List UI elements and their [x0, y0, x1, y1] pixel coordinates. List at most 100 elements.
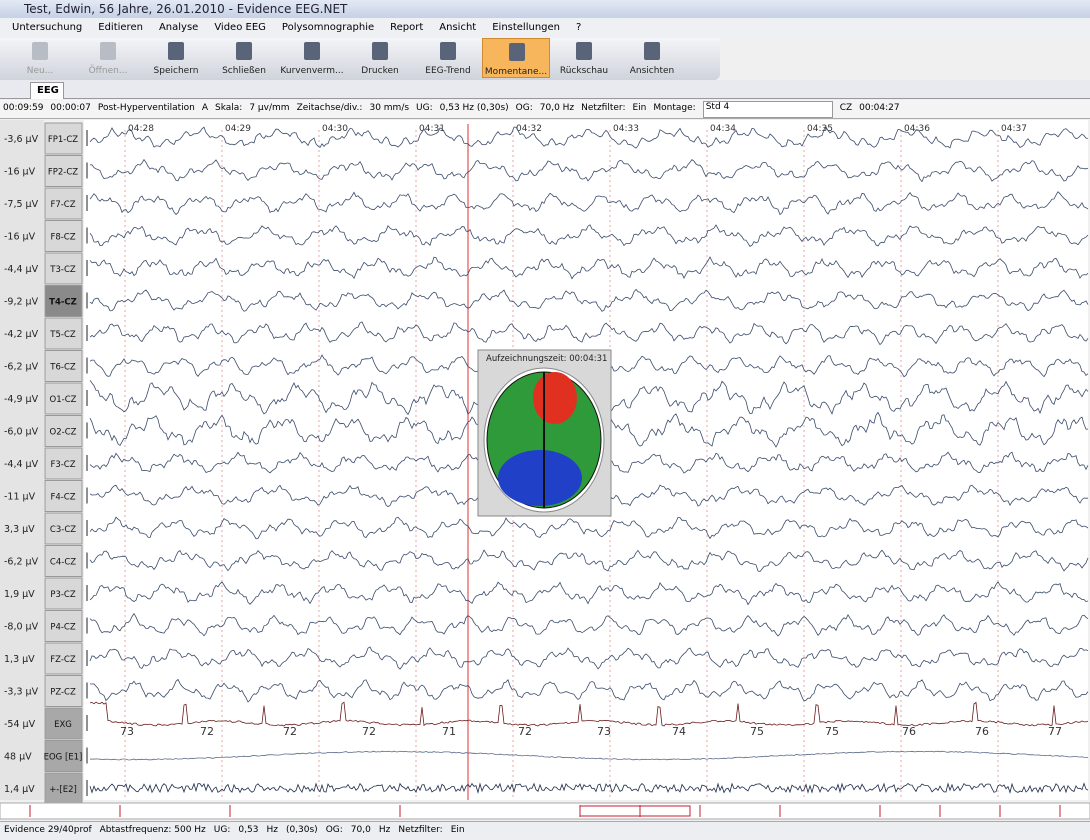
- channel-label-box: [44, 122, 83, 155]
- menu-item[interactable]: Untersuchung: [12, 22, 83, 33]
- menu-item[interactable]: Analyse: [158, 22, 199, 33]
- offset-column: [0, 120, 44, 800]
- control-field[interactable]: CZ: [839, 103, 853, 113]
- control-field[interactable]: OG:: [515, 103, 533, 113]
- toolbar-button[interactable]: EEG-Trend: [414, 38, 482, 78]
- control-bar: 00:09:59 00:00:07 Post-Hyperventilation A Sk…: [0, 100, 1090, 119]
- menu-item[interactable]: ?: [576, 22, 582, 33]
- waveform: [89, 678, 1089, 703]
- time-label: 04:34: [710, 124, 736, 134]
- waveform: [89, 701, 1089, 727]
- time-label: 04:37: [1001, 124, 1027, 134]
- waveform: [89, 158, 1089, 183]
- waveform: [89, 612, 1089, 637]
- channel-offset: -3,6 µV: [4, 134, 39, 145]
- toolbar-button[interactable]: Ansichten: [618, 38, 686, 78]
- control-field[interactable]: 0,53 Hz (0,30s): [439, 103, 509, 113]
- toolbar-button[interactable]: Rückschau: [550, 38, 618, 78]
- toolbar: Neu... Öffnen... Speichern Schließen Kurvenv…: [0, 38, 720, 80]
- channel-label: T6-CZ: [49, 363, 76, 373]
- heart-rate-label: 72: [283, 725, 297, 738]
- brain-blue: [498, 450, 582, 506]
- channel-label-box: [44, 610, 83, 642]
- control-field[interactable]: UG:: [416, 103, 433, 113]
- toolbar-button[interactable]: Kurvenverm...: [278, 38, 346, 78]
- brain-red: [533, 372, 577, 424]
- menu-item[interactable]: Polysomnographie: [281, 22, 375, 33]
- menu-item[interactable]: Einstellungen: [492, 22, 561, 33]
- waveform: [89, 288, 1089, 312]
- time-label: 04:30: [322, 124, 348, 134]
- heart-rate-label: 74: [672, 725, 686, 738]
- channel-label: C4-CZ: [50, 558, 76, 568]
- heart-rate-label: 73: [597, 725, 611, 738]
- waveform: [89, 256, 1089, 280]
- menu-item[interactable]: Editieren: [98, 22, 143, 33]
- heart-rate-label: 72: [518, 725, 532, 738]
- toolbar-button[interactable]: Neu...: [6, 38, 74, 78]
- waveform: [89, 191, 1089, 216]
- control-field[interactable]: Skala:: [215, 103, 243, 113]
- menu-item[interactable]: Ansicht: [439, 22, 477, 33]
- channel-offset: 1,9 µV: [4, 589, 35, 600]
- toolbar-button[interactable]: Drucken: [346, 38, 414, 78]
- channel-label: O2-CZ: [50, 428, 77, 438]
- waveform: [89, 646, 1089, 670]
- control-field[interactable]: 7 µv/mm: [249, 103, 290, 113]
- time-label: 04:35: [807, 124, 833, 134]
- control-field[interactable]: Std 4: [702, 101, 833, 118]
- channel-label: P4-CZ: [50, 623, 76, 633]
- control-field[interactable]: 00:09:59: [3, 103, 44, 113]
- channel-label-box: [44, 512, 83, 545]
- menu-item[interactable]: Video EEG: [214, 22, 266, 33]
- tab[interactable]: EEG: [30, 82, 64, 99]
- control-field[interactable]: Ein: [632, 103, 647, 113]
- waveform: [89, 782, 1089, 794]
- channel-label-box: [44, 350, 83, 382]
- control-field[interactable]: Zeitachse/div.:: [296, 103, 363, 113]
- menu-item[interactable]: Report: [390, 22, 424, 33]
- control-field[interactable]: 70,0 Hz: [539, 103, 575, 113]
- control-field[interactable]: Post-Hyperventilation: [97, 103, 195, 113]
- control-field[interactable]: Netzfilter:: [581, 103, 626, 113]
- control-field[interactable]: 30 mm/s: [369, 103, 410, 113]
- channel-offset: -7,5 µV: [4, 199, 39, 210]
- waveform: [89, 581, 1089, 606]
- toolbar-button[interactable]: Schließen: [210, 38, 278, 78]
- time-label: 04:31: [419, 124, 445, 134]
- channel-label: P3-CZ: [50, 590, 76, 600]
- heart-rate-label: 76: [902, 725, 916, 738]
- channel-offset: -6,0 µV: [4, 427, 39, 438]
- heart-rate-label: 77: [1048, 725, 1062, 738]
- eeg-view: 04:28 04:29 04:30 04:31 04:32 04:33 04:34 04:35…: [0, 120, 1090, 820]
- toolbar-button[interactable]: Momentane...: [482, 38, 550, 78]
- waveform: [89, 750, 1088, 761]
- channel-offset: -3,3 µV: [4, 687, 39, 698]
- time-label: 04:28: [128, 124, 154, 134]
- channel-offset: -6,2 µV: [4, 557, 39, 568]
- heart-rate-label: 73: [120, 725, 134, 738]
- channel-label: FP1-CZ: [48, 135, 78, 145]
- heart-rate-label: 71: [442, 725, 456, 738]
- channel-label-box: [44, 707, 83, 740]
- control-field[interactable]: 00:00:07: [50, 103, 91, 113]
- toolbar-button[interactable]: Speichern: [142, 38, 210, 78]
- channel-offset: -6,2 µV: [4, 362, 39, 373]
- channel-label-box: [44, 577, 83, 610]
- channel-label-box: [44, 187, 83, 220]
- time-label: 04:29: [225, 124, 251, 134]
- control-field[interactable]: A: [201, 103, 208, 113]
- channel-label-box: [44, 382, 83, 415]
- waveform: [89, 321, 1089, 346]
- tab-row: [0, 80, 1090, 99]
- toolbar-button[interactable]: Öffnen...: [74, 38, 142, 78]
- channel-label: EOG [E1]: [44, 753, 83, 763]
- title-bar: Test, Edwin, 56 Jahre, 26.01.2010 - Evid…: [0, 0, 1090, 18]
- control-field[interactable]: Montage:: [653, 103, 696, 113]
- control-field[interactable]: 00:04:27: [859, 103, 900, 113]
- channel-offset: -16 µV: [4, 232, 36, 243]
- channel-label-box: [44, 220, 83, 252]
- status-field: UG:: [213, 825, 231, 835]
- channel-label: C3-CZ: [50, 525, 76, 535]
